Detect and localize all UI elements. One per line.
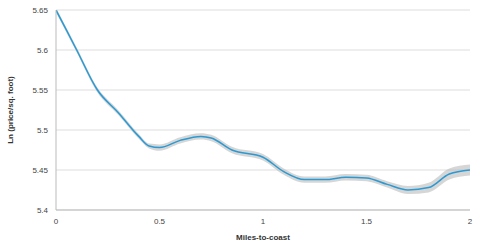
svg-text:1: 1: [261, 217, 266, 226]
svg-text:2: 2: [468, 217, 472, 226]
svg-text:5.55: 5.55: [32, 86, 48, 95]
svg-text:Miles-to-coast: Miles-to-coast: [236, 233, 290, 242]
svg-text:0.5: 0.5: [154, 217, 166, 226]
svg-text:0: 0: [54, 217, 59, 226]
svg-text:Ln (price/sq. foot): Ln (price/sq. foot): [8, 76, 15, 144]
svg-text:5.45: 5.45: [32, 166, 48, 175]
svg-text:5.6: 5.6: [37, 46, 49, 55]
svg-text:5.5: 5.5: [37, 126, 49, 135]
svg-text:5.65: 5.65: [32, 6, 48, 15]
svg-text:5.4: 5.4: [37, 206, 49, 215]
svg-text:1.5: 1.5: [361, 217, 373, 226]
